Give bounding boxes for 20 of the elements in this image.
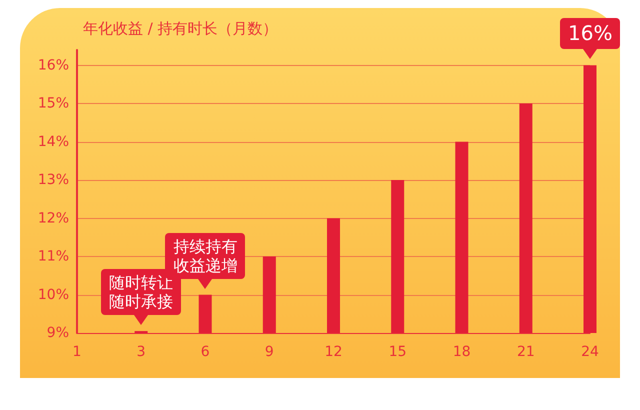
y-tick-label: 14% <box>38 134 69 150</box>
x-tick-label: 3 <box>136 344 146 360</box>
annotation: 持续持有收益递增 <box>173 236 238 275</box>
annotation: 16% <box>560 18 620 50</box>
x-tick-label: 12 <box>324 344 342 360</box>
y-tick-label: 15% <box>38 96 69 112</box>
y-tick-label: 11% <box>38 248 69 265</box>
x-tick-label: 6 <box>200 344 210 360</box>
x-tick-label: 1 <box>72 344 82 360</box>
y-tick-label: 12% <box>38 210 69 226</box>
x-tick-label: 18 <box>452 344 471 360</box>
x-tick-label: 21 <box>516 344 535 360</box>
y-tick-label: 16% <box>38 57 69 74</box>
y-tick-label: 10% <box>38 286 69 303</box>
y-tick-label: 13% <box>38 172 69 188</box>
x-tick-label: 24 <box>581 344 599 360</box>
chart-title: 年化收益 / 持有时长（月数） <box>83 20 278 38</box>
x-tick-label: 9 <box>264 344 274 360</box>
x-tick-label: 15 <box>388 344 407 360</box>
y-tick-label: 9% <box>46 325 69 341</box>
